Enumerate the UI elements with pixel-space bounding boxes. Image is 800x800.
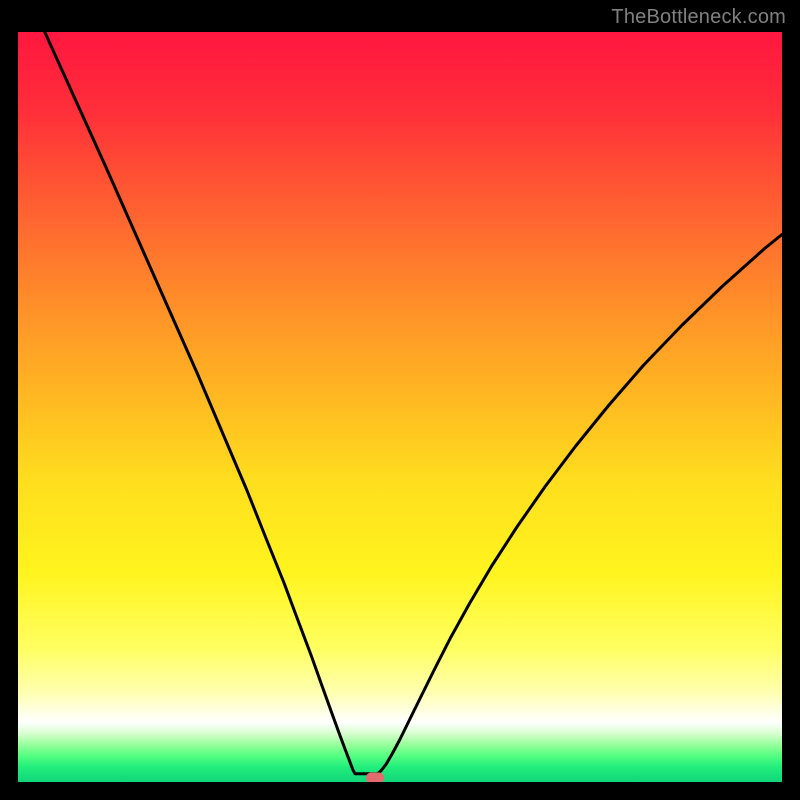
bottleneck-curve: [45, 32, 782, 774]
bottom-frame-border: [0, 782, 800, 800]
curve-svg: [18, 32, 782, 782]
left-frame-border: [0, 0, 18, 800]
optimal-point-marker: [366, 772, 384, 782]
right-frame-border: [782, 0, 800, 800]
watermark-text: TheBottleneck.com: [611, 6, 786, 29]
plot-area: [18, 32, 782, 782]
